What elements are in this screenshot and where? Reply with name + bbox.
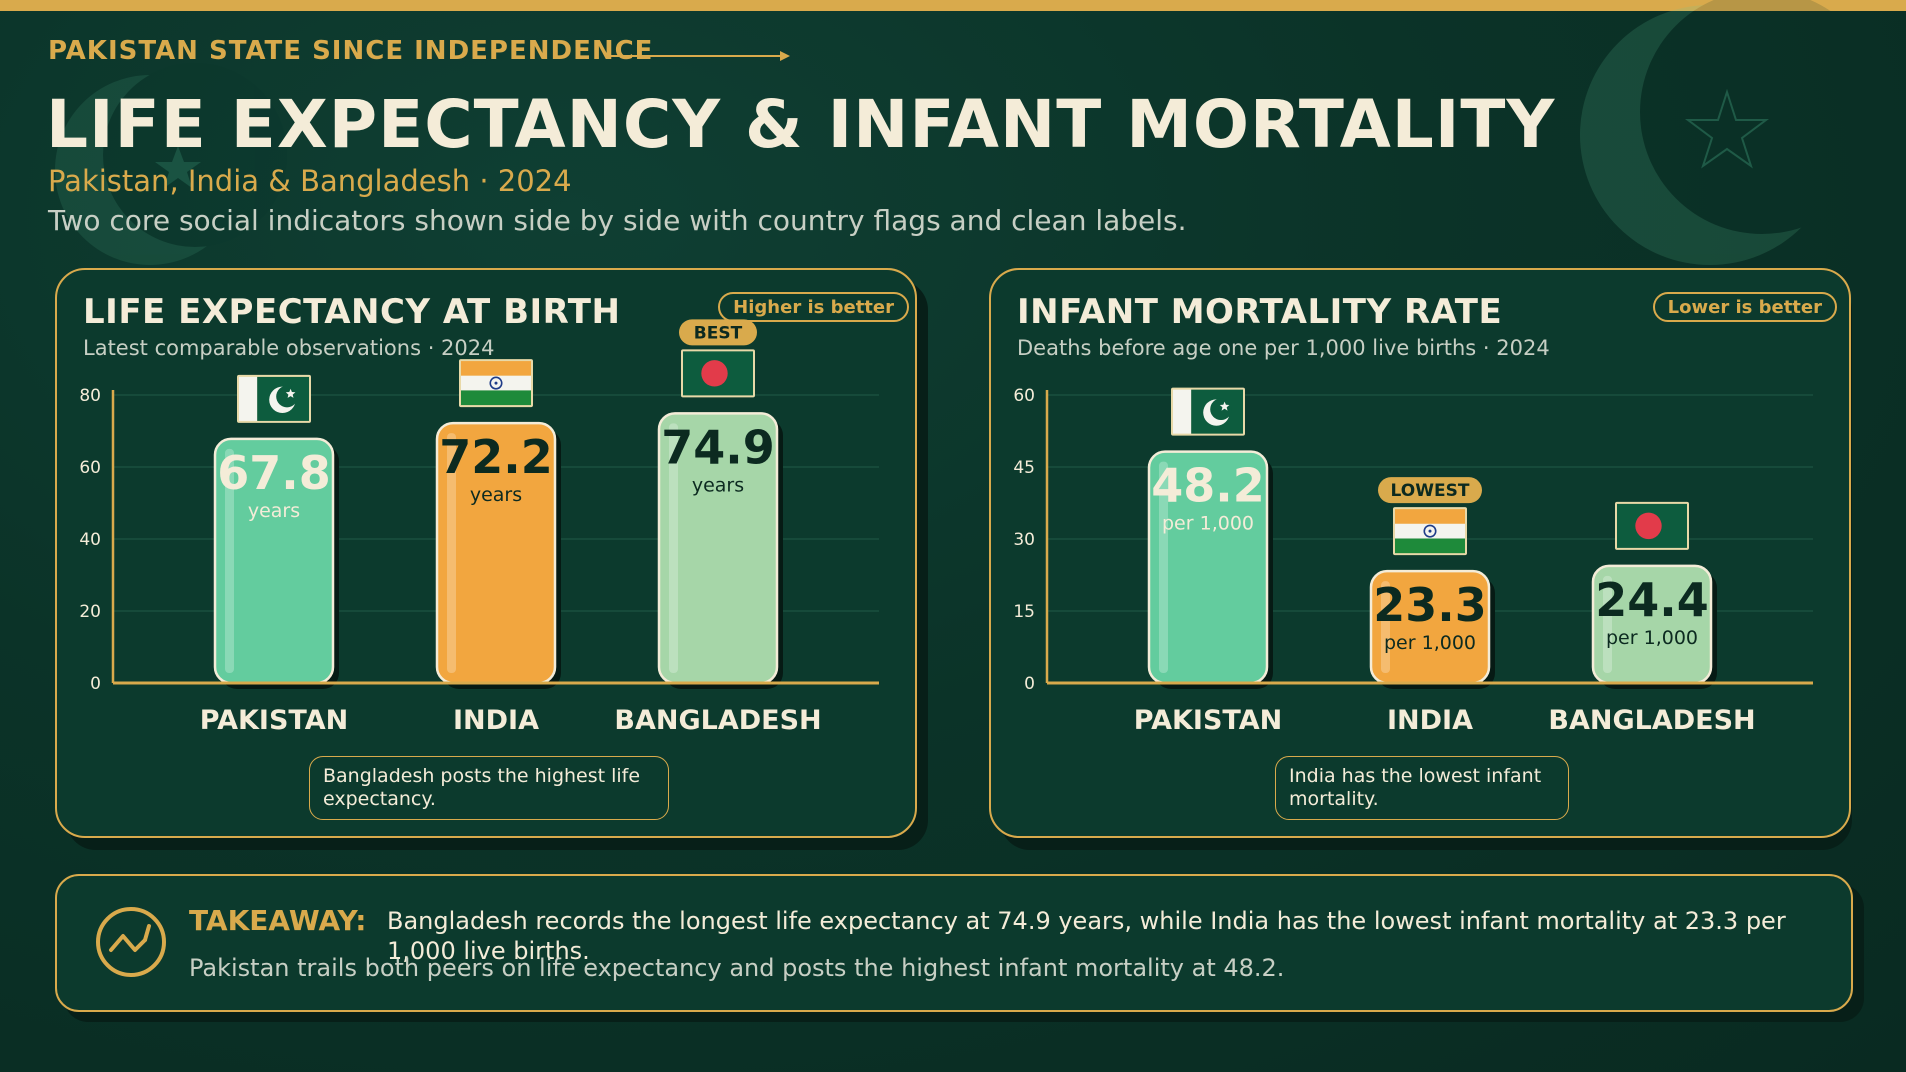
star-watermark (1685, 88, 1769, 169)
highlight-badge-label: LOWEST (1391, 481, 1470, 501)
mortality-panel-title: INFANT MORTALITY RATE (1017, 292, 1503, 332)
unit-label: years (692, 474, 744, 496)
category-label: INDIA (1387, 705, 1473, 736)
bangladesh-flag (1615, 501, 1689, 550)
value-label: 23.3 (1373, 578, 1487, 632)
takeaway-secondary-text: Pakistan trails both peers on life expec… (189, 954, 1285, 982)
mortality-panel-note: India has the lowest infant mortality. (1275, 756, 1569, 820)
left-crescent-watermark (55, 63, 287, 265)
category-label: PAKISTAN (200, 705, 348, 736)
lower-is-better-badge: Lower is better (1652, 292, 1837, 322)
value-label: 74.9 (661, 420, 775, 474)
y-tick-label: 15 (1013, 602, 1035, 622)
takeaway-label: TAKEAWAY: (189, 904, 367, 937)
india-flag (1393, 507, 1467, 556)
y-tick-label: 40 (79, 530, 101, 550)
category-label: PAKISTAN (1134, 705, 1282, 736)
y-tick-label: 45 (1013, 458, 1035, 478)
takeaway-text: Bangladesh records the longest life expe… (387, 907, 1786, 965)
value-label: 67.8 (217, 446, 331, 500)
unit-label: per 1,000 (1384, 632, 1476, 654)
highlight-badge (679, 319, 757, 346)
life-panel-subtitle: Latest comparable observations · 2024 (83, 336, 495, 360)
mortality-panel-subtitle: Deaths before age one per 1,000 live bir… (1017, 336, 1550, 360)
page-subtitle: Pakistan, India & Bangladesh · 2024 (48, 164, 572, 198)
bar-highlight (1159, 461, 1168, 673)
kicker: PAKISTAN STATE SINCE INDEPENDENCE (48, 36, 654, 66)
life-panel-note: Bangladesh posts the highest life expect… (309, 756, 669, 820)
bar-highlight (1381, 581, 1390, 673)
page-title: LIFE EXPECTANCY & INFANT MORTALITY (46, 86, 1556, 163)
india-flag (459, 359, 533, 408)
y-tick-label: 0 (90, 674, 101, 694)
y-tick-label: 60 (79, 458, 101, 478)
category-label: BANGLADESH (1548, 705, 1755, 736)
bar-highlight (447, 433, 456, 673)
value-label: 48.2 (1151, 459, 1265, 513)
highlight-badge (1378, 477, 1482, 504)
y-tick-label: 30 (1013, 530, 1035, 550)
unit-label: per 1,000 (1162, 513, 1254, 535)
page-description: Two core social indicators shown side by… (48, 204, 1187, 237)
y-tick-label: 0 (1024, 674, 1035, 694)
unit-label: years (248, 500, 300, 522)
y-tick-label: 20 (79, 602, 101, 622)
unit-label: years (470, 484, 522, 506)
y-tick-label: 80 (79, 386, 101, 406)
life-expectancy-panel: LIFE EXPECTANCY AT BIRTH Latest comparab… (55, 268, 917, 838)
highlight-badge-label: BEST (694, 323, 743, 343)
left-star-watermark (155, 146, 201, 188)
infant-mortality-panel: INFANT MORTALITY RATE Deaths before age … (989, 268, 1851, 838)
crescent-watermark (1580, 0, 1884, 265)
y-tick-label: 60 (1013, 386, 1035, 406)
higher-is-better-badge: Higher is better (718, 292, 909, 322)
bangladesh-flag (681, 349, 755, 398)
arrow-right-icon (610, 51, 790, 61)
category-label: INDIA (453, 705, 539, 736)
unit-label: per 1,000 (1606, 627, 1698, 649)
trend-icon (96, 907, 166, 977)
bar-highlight (225, 448, 234, 673)
top-accent-bar (0, 0, 1906, 11)
life-expectancy-chart: 02040608067.8yearsPAKISTAN72.2yearsINDIA… (79, 319, 879, 736)
value-label: 24.4 (1595, 573, 1709, 627)
category-label: BANGLADESH (614, 705, 821, 736)
value-label: 72.2 (439, 430, 553, 484)
pakistan-flag (1171, 387, 1245, 436)
life-panel-title: LIFE EXPECTANCY AT BIRTH (83, 292, 621, 332)
bar-highlight (1603, 575, 1612, 673)
bar-highlight (669, 423, 678, 673)
takeaway-box: TAKEAWAY: Bangladesh records the longest… (55, 874, 1853, 1012)
pakistan-flag (237, 374, 311, 423)
